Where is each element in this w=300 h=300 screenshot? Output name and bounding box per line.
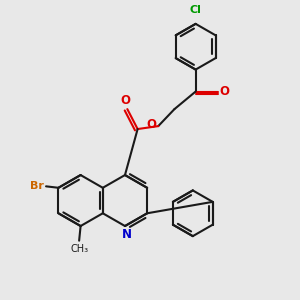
Text: CH₃: CH₃ — [70, 244, 88, 254]
Text: O: O — [219, 85, 229, 98]
Text: N: N — [122, 228, 131, 241]
Text: O: O — [120, 94, 130, 107]
Text: Cl: Cl — [190, 5, 202, 15]
Text: Br: Br — [30, 181, 44, 191]
Text: O: O — [146, 118, 156, 131]
